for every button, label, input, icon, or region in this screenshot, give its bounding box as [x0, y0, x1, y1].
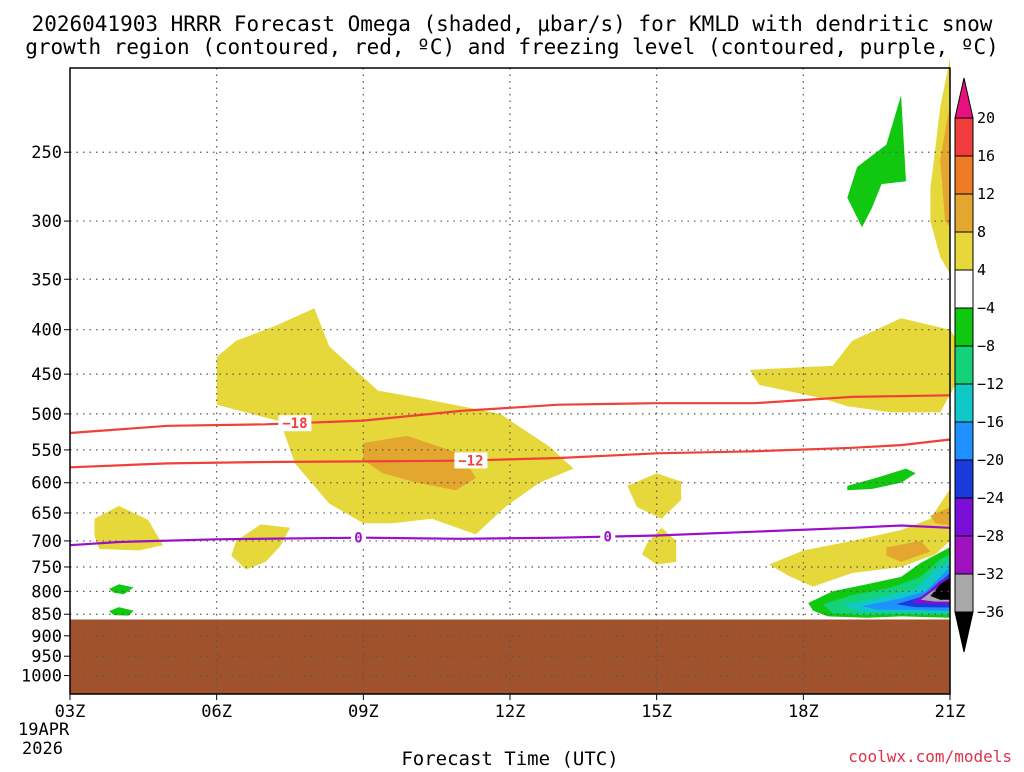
colorbar-bin [954, 231, 974, 271]
omega-shading-layer [94, 58, 970, 618]
y-tick-label: 950 [31, 647, 62, 667]
terrain-block [70, 619, 950, 694]
contour-label: 0 [354, 531, 362, 547]
colorbar-top-cap [954, 77, 974, 119]
x-tick-label: 09Z [348, 702, 379, 722]
omega-region-20 [847, 95, 906, 228]
x-tick-label: 15Z [641, 702, 672, 722]
contour-label-bg [278, 415, 312, 432]
y-tick-label: 750 [31, 558, 62, 578]
colorbar-bin [954, 497, 974, 537]
y-axis-ticks: 2503003504004505005506006507007508008509… [21, 143, 70, 687]
colorbar-tick-label: 16 [977, 147, 995, 165]
omega-region-11 [930, 507, 950, 526]
contour-label-bg [454, 452, 488, 469]
x-tick-label: 03Z [55, 702, 86, 722]
y-tick-label: 300 [31, 212, 62, 232]
colorbar-tick-label: −12 [977, 375, 1004, 393]
colorbar-tick-label: −28 [977, 527, 1004, 545]
y-tick-label: 450 [31, 365, 62, 385]
omega-region-10 [886, 540, 931, 562]
y-tick-label: 400 [31, 321, 62, 341]
colorbar-bin [954, 345, 974, 385]
omega-region-3 [231, 524, 290, 570]
colorbar: 20 16 12 8 4 −4 −8 −12 −16 −20 −24 −28 −32 −36 [954, 77, 1004, 653]
y-tick-label: 600 [31, 474, 62, 494]
omega-region-6 [749, 318, 970, 413]
colorbar-tick-label: 4 [977, 261, 986, 279]
colorbar-bin [954, 307, 974, 347]
colorbar-tick-label: −8 [977, 337, 995, 355]
y-tick-label: 700 [31, 532, 62, 552]
x-tick-label: 21Z [935, 702, 966, 722]
omega-region-9 [769, 489, 950, 587]
colorbar-tick-label: 12 [977, 185, 995, 203]
colorbar-tick-label: −16 [977, 413, 1004, 431]
colorbar-bin [954, 117, 974, 157]
colorbar-bin [954, 383, 974, 423]
omega-region-19 [930, 577, 950, 600]
y-tick-label: 1000 [21, 667, 62, 687]
y-tick-label: 800 [31, 582, 62, 602]
colorbar-tick-label: −20 [977, 451, 1004, 469]
contour-label: −12 [458, 453, 483, 469]
x-axis-ticks: 03Z 06Z 09Z 12Z 15Z 18Z 21Z [55, 694, 966, 722]
omega-region-23 [109, 607, 134, 616]
colorbar-tick-label: −4 [977, 299, 995, 317]
omega-region-2 [94, 505, 163, 551]
colorbar-tick-label: 8 [977, 223, 986, 241]
y-tick-label: 900 [31, 627, 62, 647]
colorbar-tick-label: −24 [977, 489, 1004, 507]
colorbar-tick-label: −32 [977, 565, 1004, 583]
y-tick-label: 550 [31, 441, 62, 461]
colorbar-tick-label: 20 [977, 109, 995, 127]
colorbar-bin [954, 155, 974, 195]
contour-line-0 [69, 394, 951, 435]
x-axis-label: Forecast Time (UTC) [401, 748, 618, 768]
omega-region-22 [109, 584, 134, 595]
contour-layer: −18 −12 0 0 [69, 394, 951, 547]
omega-region-8 [940, 104, 950, 228]
x-tick-label: 06Z [201, 702, 232, 722]
colorbar-bin [954, 193, 974, 233]
contour-line-1 [69, 438, 951, 469]
omega-region-4 [627, 473, 682, 519]
contour-line-2 [69, 524, 951, 547]
y-tick-label: 350 [31, 270, 62, 290]
colorbar-bin [954, 573, 974, 613]
credit-label: coolwx.com/models [848, 747, 1012, 766]
colorbar-bin [954, 535, 974, 575]
y-tick-label: 850 [31, 605, 62, 625]
omega-region-21 [847, 468, 916, 491]
grid-lines [70, 68, 950, 694]
colorbar-bottom-cap [954, 611, 974, 653]
omega-region-5 [642, 527, 677, 565]
colorbar-bin [954, 421, 974, 461]
colorbar-bin [954, 459, 974, 499]
y-tick-label: 250 [31, 143, 62, 163]
chart-title-line1: 2026041903 HRRR Forecast Omega (shaded, … [32, 12, 993, 36]
y-tick-label: 500 [31, 405, 62, 425]
colorbar-tick-label: −36 [977, 603, 1004, 621]
contour-label-bg [600, 528, 616, 545]
colorbar-bin [954, 269, 974, 309]
contour-label-bg [350, 529, 366, 546]
contour-label: 0 [604, 530, 612, 546]
date-label-year: 2026 [22, 739, 63, 759]
omega-region-0 [216, 308, 574, 535]
chart-title-line2: growth region (contoured, red, ºC) and f… [25, 35, 999, 59]
date-label-day: 19APR [18, 720, 70, 740]
contour-label: −18 [282, 416, 307, 432]
y-tick-label: 650 [31, 504, 62, 524]
x-tick-label: 12Z [495, 702, 526, 722]
x-tick-label: 18Z [788, 702, 819, 722]
omega-region-1 [363, 435, 476, 491]
